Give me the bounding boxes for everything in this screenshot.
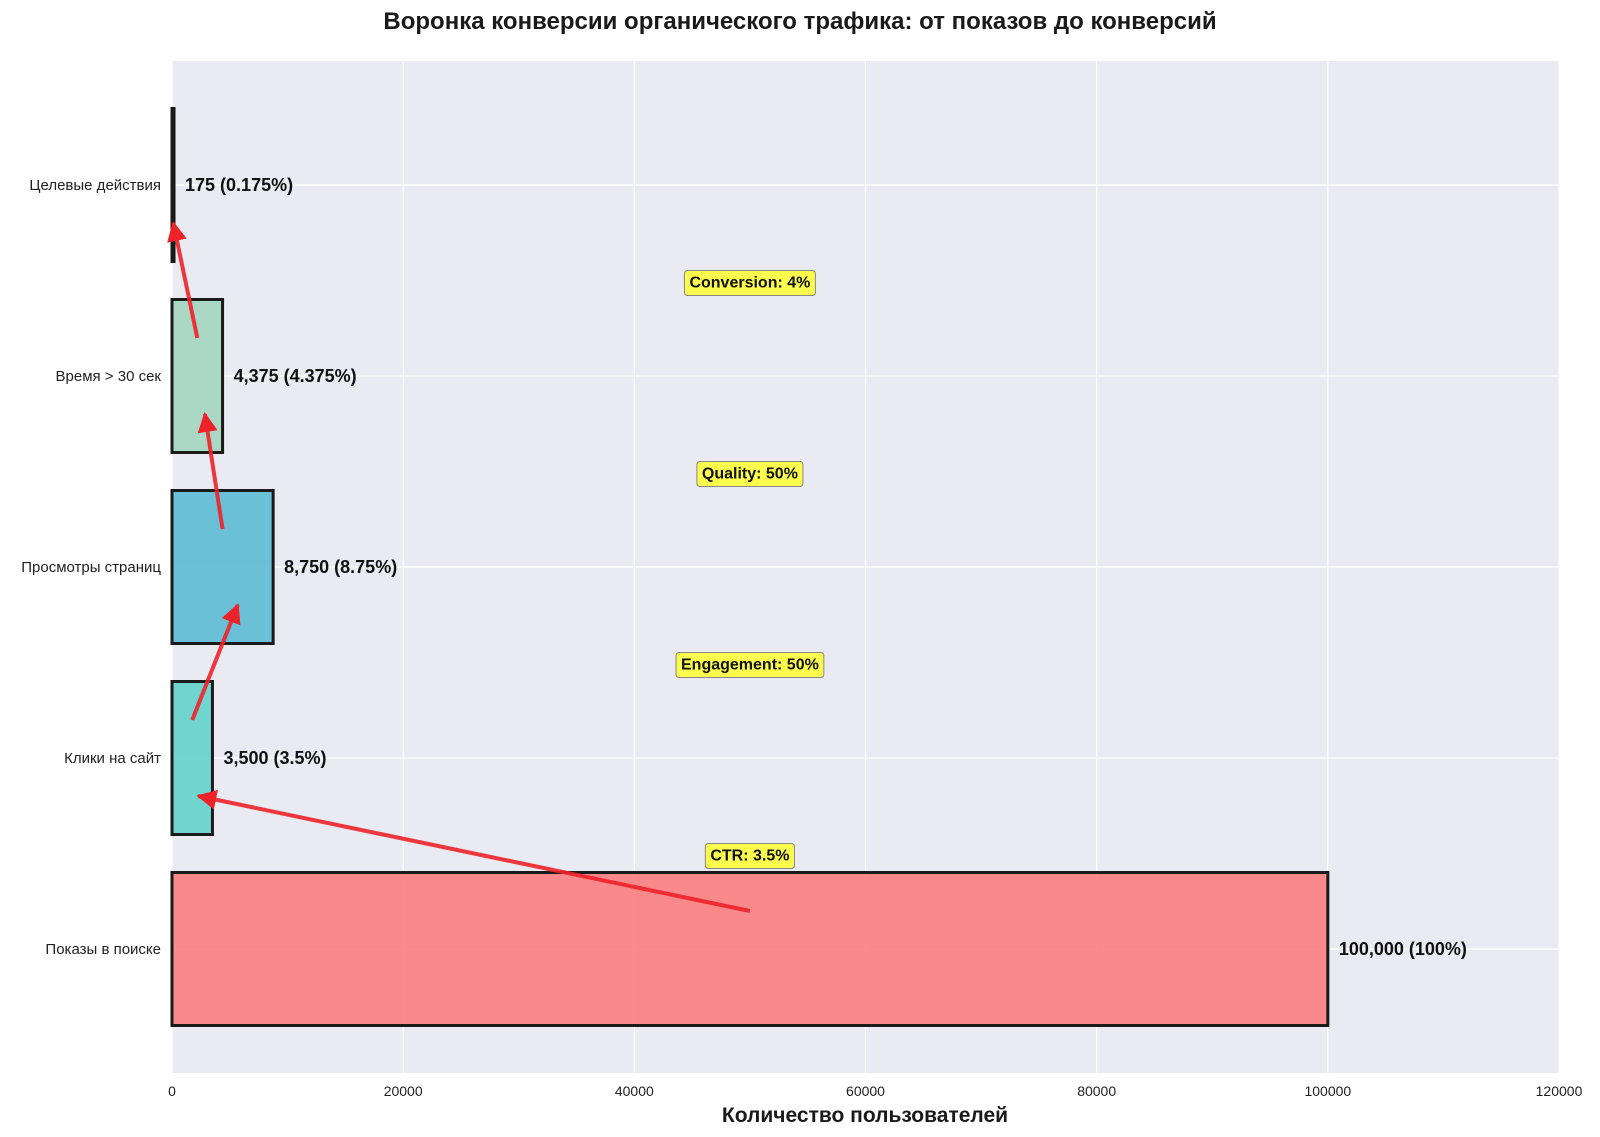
stage-annotation: CTR: 3.5% [704,843,795,869]
funnel-bar [170,680,214,836]
annotation-text: Engagement: 50% [681,657,819,674]
category-label: Клики на сайт [64,750,161,767]
category-label: Время > 30 сек [56,368,162,385]
funnel-bar [170,871,1330,1027]
x-tick-label: 60000 [846,1083,885,1099]
x-tick-label: 40000 [615,1083,654,1099]
funnel-bar [170,107,176,263]
x-axis-title: Количество пользователей [722,1104,1008,1127]
bar-value-label: 8,750 (8.75%) [284,557,397,577]
x-tick-label: 80000 [1077,1083,1116,1099]
annotation-box [675,652,825,678]
annotation-box [683,270,816,296]
stage-annotation: Quality: 50% [696,461,804,487]
x-tick-label: 20000 [384,1083,423,1099]
category-label: Просмотры страниц [21,559,161,576]
x-tick-label: 100000 [1304,1083,1351,1099]
chart-title: Воронка конверсии органического трафика:… [383,8,1217,35]
annotation-text: Conversion: 4% [689,275,810,292]
stage-arrow [190,603,241,721]
bar-value-label: 100,000 (100%) [1339,939,1467,959]
stage-arrows [167,221,751,913]
labels: 0 20000 40000 60000 80000 100000 120000 Показы … [21,175,1582,1099]
x-tick-label: 120000 [1536,1083,1583,1099]
bars [170,107,1330,1027]
stage-annotation: Engagement: 50% [675,652,825,678]
bar-value-label: 175 (0.175%) [185,175,293,195]
funnel-bar [170,298,225,454]
stage-arrow [196,789,751,913]
annotation-box [696,461,804,487]
annotation-box [704,843,795,869]
bar-value-label: 3,500 (3.5%) [223,748,326,768]
category-label: Целевые действия [29,177,161,194]
category-label: Показы в поиске [45,941,161,958]
stage-arrow [167,221,200,339]
stage-annotation: Conversion: 4% [683,270,816,296]
bar-value-label: 4,375 (4.375%) [234,366,357,386]
annotation-text: CTR: 3.5% [710,848,789,865]
funnel-bar [170,489,275,645]
x-tick-label: 0 [168,1083,176,1099]
annotation-text: Quality: 50% [702,466,798,483]
stage-arrow [197,412,225,530]
